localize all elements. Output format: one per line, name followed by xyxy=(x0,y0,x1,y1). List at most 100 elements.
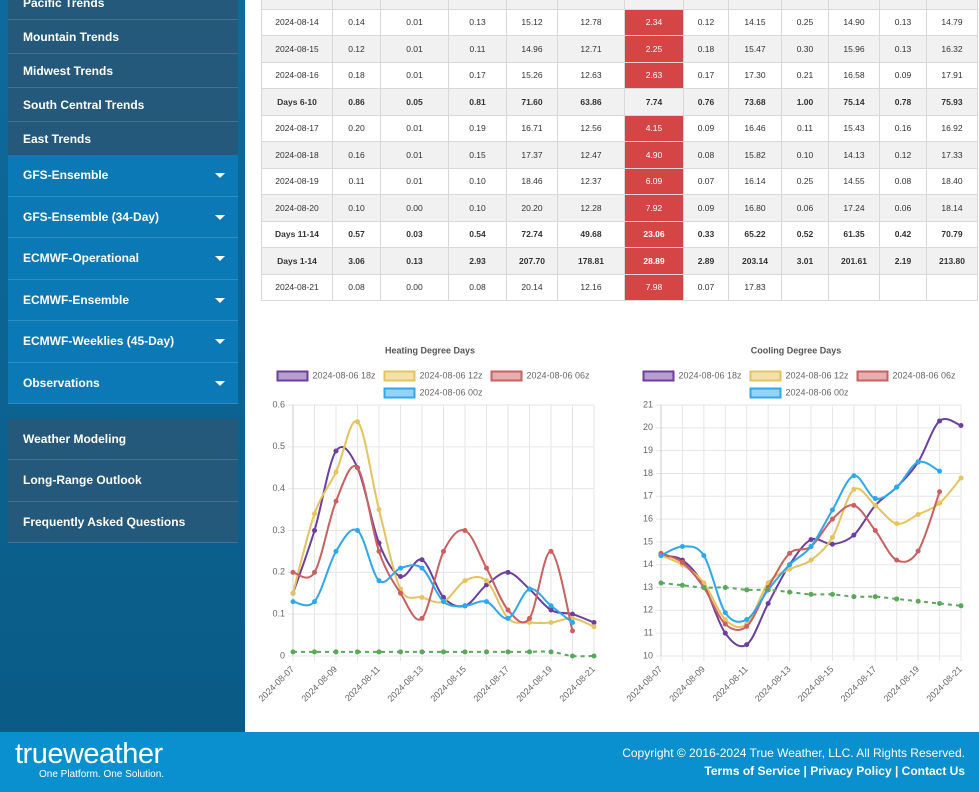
data-point xyxy=(851,486,857,492)
charts: Heating Degree Days 0 0.1 0.2 0.3 0.4 0.5 0.6 20… xyxy=(256,345,964,704)
data-point xyxy=(591,620,597,626)
data-point xyxy=(462,578,468,584)
table-row: 2024-08-14 0.14 0.01 0.13 15.12 12.78 2.34 0.12… xyxy=(261,8,978,36)
data-point xyxy=(829,534,835,540)
menu-label[interactable]: Pacific Trends xyxy=(23,0,105,10)
data-point xyxy=(570,653,575,659)
data-point xyxy=(355,528,360,533)
table-cell: 0.09 xyxy=(683,194,729,222)
data-point xyxy=(722,630,728,636)
data-point xyxy=(829,541,835,547)
table-cell: 2.63 xyxy=(624,61,684,89)
footer-link[interactable]: Contact Us xyxy=(901,764,965,778)
menu-item[interactable]: Frequently Asked Questions xyxy=(8,501,238,543)
menu-label[interactable]: Midwest Trends xyxy=(23,64,114,78)
logo[interactable]: trueweather xyxy=(15,738,163,770)
table-cell: Days 11-14 xyxy=(261,220,333,248)
table-cell: 0.20 xyxy=(332,114,381,142)
data-point xyxy=(787,566,793,572)
table-row: 2024-08-17 0.20 0.01 0.19 16.71 12.56 4.15 0.09… xyxy=(261,114,978,142)
table-row: Days 1-14 3.06 0.13 2.93 207.70 178.81 28.89 2.… xyxy=(261,247,978,275)
menu-label[interactable]: GFS-Ensemble (34-Day) xyxy=(23,209,160,224)
data-point xyxy=(376,548,382,554)
table-cell: 14.96 xyxy=(506,35,558,63)
menu-item[interactable]: GFS-Ensemble (34-Day) xyxy=(8,196,238,238)
data-point xyxy=(570,628,575,634)
table-cell: 2024-08-17 xyxy=(261,114,333,142)
menu-item[interactable]: ECMWF-Weeklies (45-Day) xyxy=(8,321,238,363)
menu-label[interactable]: GFS-Ensemble xyxy=(23,168,109,182)
data-point xyxy=(548,607,554,613)
table-cell: 16.80 xyxy=(728,194,782,222)
table-cell: 0.08 xyxy=(683,141,729,169)
menu-item[interactable]: Long-Range Outlook xyxy=(8,460,238,502)
table-cell: 0.07 xyxy=(683,273,729,301)
data-point xyxy=(527,586,532,592)
table-cell: 14.13 xyxy=(828,141,880,169)
menu-label[interactable]: Weather Modeling xyxy=(23,432,127,446)
menu-label[interactable]: Frequently Asked Questions xyxy=(23,514,186,529)
table-cell: 4.90 xyxy=(624,141,684,169)
data-point xyxy=(958,603,964,609)
menu-item[interactable]: South Central Trends xyxy=(8,88,238,122)
dropdown-arrow[interactable] xyxy=(215,380,225,386)
table-cell xyxy=(926,273,978,301)
dropdown-arrow[interactable] xyxy=(215,256,225,262)
menu-label[interactable]: Observations xyxy=(23,375,100,390)
data-point xyxy=(548,548,554,554)
legend-label: 2024-08-06 12z xyxy=(420,370,484,380)
table-cell: 12.16 xyxy=(557,273,625,301)
legend-swatch xyxy=(642,370,675,382)
table-cell: 49.68 xyxy=(557,220,625,248)
data-point xyxy=(894,596,900,602)
menu-label[interactable]: Long-Range Outlook xyxy=(23,473,142,488)
menu-item[interactable]: Observations xyxy=(8,362,238,404)
menu-item[interactable]: East Trends xyxy=(8,122,238,156)
x-tick-label: 2024-08-21 xyxy=(924,664,964,704)
series-line xyxy=(292,420,595,628)
dropdown-arrow[interactable] xyxy=(215,339,225,345)
data-point xyxy=(484,599,489,605)
dropdown-arrow[interactable] xyxy=(215,297,225,303)
table-cell: 23.06 xyxy=(624,220,684,248)
legend-label: 2024-08-06 06z xyxy=(893,370,957,380)
menu-label[interactable]: East Trends xyxy=(23,132,92,146)
copyright: Copyright © 2016-2024 True Weather, LLC.… xyxy=(622,746,965,760)
x-tick-label: 2024-08-13 xyxy=(385,664,425,704)
menu-item[interactable]: GFS-Ensemble xyxy=(8,155,238,197)
x-tick-label: 2024-08-09 xyxy=(667,664,707,704)
table-cell: 0.06 xyxy=(781,194,829,222)
footer-link[interactable]: Terms of Service xyxy=(704,764,801,778)
menu-item[interactable]: Midwest Trends xyxy=(8,54,238,88)
data-point xyxy=(548,620,554,626)
dropdown-arrow[interactable] xyxy=(215,173,225,179)
legend-swatch xyxy=(856,370,889,382)
table-cell: 75.14 xyxy=(828,88,880,116)
table-cell: 0.21 xyxy=(781,61,829,89)
menu-label[interactable]: ECMWF-Weeklies (45-Day) xyxy=(23,334,175,348)
table-cell: 15.47 xyxy=(728,35,782,63)
data-point xyxy=(527,649,532,655)
data-point xyxy=(333,649,339,655)
menu-item[interactable]: Pacific Trends xyxy=(8,0,238,20)
menu-label[interactable]: ECMWF-Ensemble xyxy=(23,292,130,307)
menu-item[interactable]: Mountain Trends xyxy=(8,20,238,54)
data-point xyxy=(355,649,360,655)
footer-link[interactable]: Privacy Policy xyxy=(810,764,892,778)
data-point xyxy=(398,649,403,655)
table-cell: 73.68 xyxy=(728,88,782,116)
legend-swatch xyxy=(749,370,782,382)
x-tick-label: 2024-08-07 xyxy=(256,664,296,704)
menu-item[interactable]: ECMWF-Ensemble xyxy=(8,279,238,321)
menu-item[interactable]: Weather Modeling xyxy=(8,419,238,461)
table-cell xyxy=(781,273,829,301)
menu-label[interactable]: ECMWF-Operational xyxy=(23,251,139,265)
table-cell: 2.89 xyxy=(683,247,729,275)
dropdown-arrow[interactable] xyxy=(215,214,225,220)
data-point xyxy=(872,528,878,533)
menu-label[interactable]: South Central Trends xyxy=(23,98,145,112)
data-point xyxy=(808,543,814,549)
menu-label[interactable]: Mountain Trends xyxy=(23,30,119,44)
menu-item[interactable]: ECMWF-Operational xyxy=(8,238,238,280)
table-cell: 0.14 xyxy=(332,8,381,36)
